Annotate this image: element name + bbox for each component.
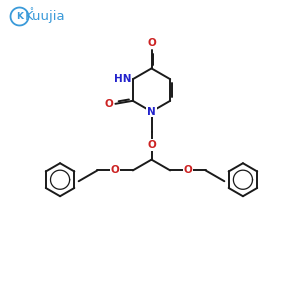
Text: O: O — [111, 165, 119, 176]
Text: O: O — [104, 99, 113, 109]
Text: O: O — [147, 38, 156, 48]
Text: Kuujia: Kuujia — [25, 10, 65, 23]
Text: O: O — [147, 140, 156, 150]
Text: O: O — [184, 165, 192, 176]
Text: HN: HN — [114, 74, 131, 84]
Text: K: K — [16, 12, 23, 21]
Text: N: N — [147, 106, 156, 117]
Text: °: ° — [30, 8, 34, 16]
